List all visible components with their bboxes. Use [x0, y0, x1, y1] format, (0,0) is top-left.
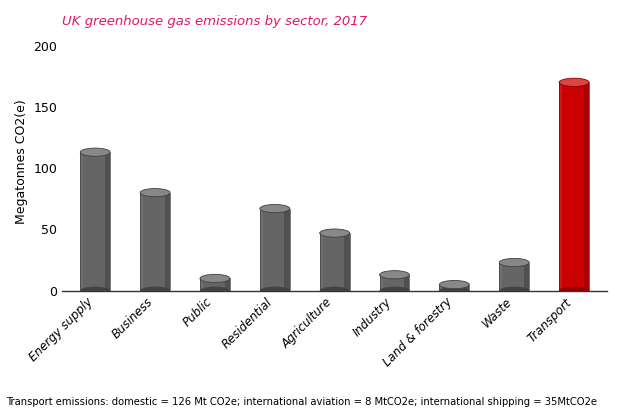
Ellipse shape [260, 287, 290, 295]
Ellipse shape [200, 274, 230, 283]
Bar [260, 209, 290, 291]
Bar [200, 279, 203, 291]
Ellipse shape [140, 287, 170, 295]
Bar [200, 279, 230, 291]
Bar [165, 193, 170, 291]
Bar [404, 275, 409, 291]
Ellipse shape [140, 189, 170, 197]
Ellipse shape [379, 287, 409, 295]
Ellipse shape [439, 281, 470, 289]
Ellipse shape [260, 204, 290, 213]
Bar [225, 279, 230, 291]
Ellipse shape [200, 287, 230, 295]
Ellipse shape [379, 271, 409, 279]
Ellipse shape [80, 148, 110, 156]
Bar [104, 152, 110, 291]
Bar [80, 152, 110, 291]
Ellipse shape [559, 287, 589, 295]
Bar [583, 82, 589, 291]
Bar [320, 233, 323, 291]
Bar [140, 193, 143, 291]
Ellipse shape [499, 287, 529, 295]
Ellipse shape [499, 258, 529, 267]
Ellipse shape [320, 229, 350, 237]
Ellipse shape [559, 78, 589, 86]
Bar [260, 209, 263, 291]
Ellipse shape [80, 287, 110, 295]
Bar [320, 233, 350, 291]
Bar [499, 263, 502, 291]
Bar [80, 152, 83, 291]
Bar [439, 285, 442, 291]
Bar [464, 285, 470, 291]
Bar [559, 82, 589, 291]
Ellipse shape [320, 287, 350, 295]
Bar [140, 193, 170, 291]
Bar [379, 275, 383, 291]
Bar [379, 275, 409, 291]
Bar [284, 209, 290, 291]
Y-axis label: Megatonnes CO2(e): Megatonnes CO2(e) [15, 100, 28, 225]
Ellipse shape [439, 287, 470, 295]
Bar [439, 285, 470, 291]
Text: UK greenhouse gas emissions by sector, 2017: UK greenhouse gas emissions by sector, 2… [62, 15, 368, 28]
Bar [499, 263, 529, 291]
Text: Transport emissions: domestic = 126 Mt CO2e; international aviation = 8 MtCO2e; : Transport emissions: domestic = 126 Mt C… [6, 397, 597, 407]
Bar [524, 263, 529, 291]
Bar [344, 233, 350, 291]
Bar [559, 82, 562, 291]
